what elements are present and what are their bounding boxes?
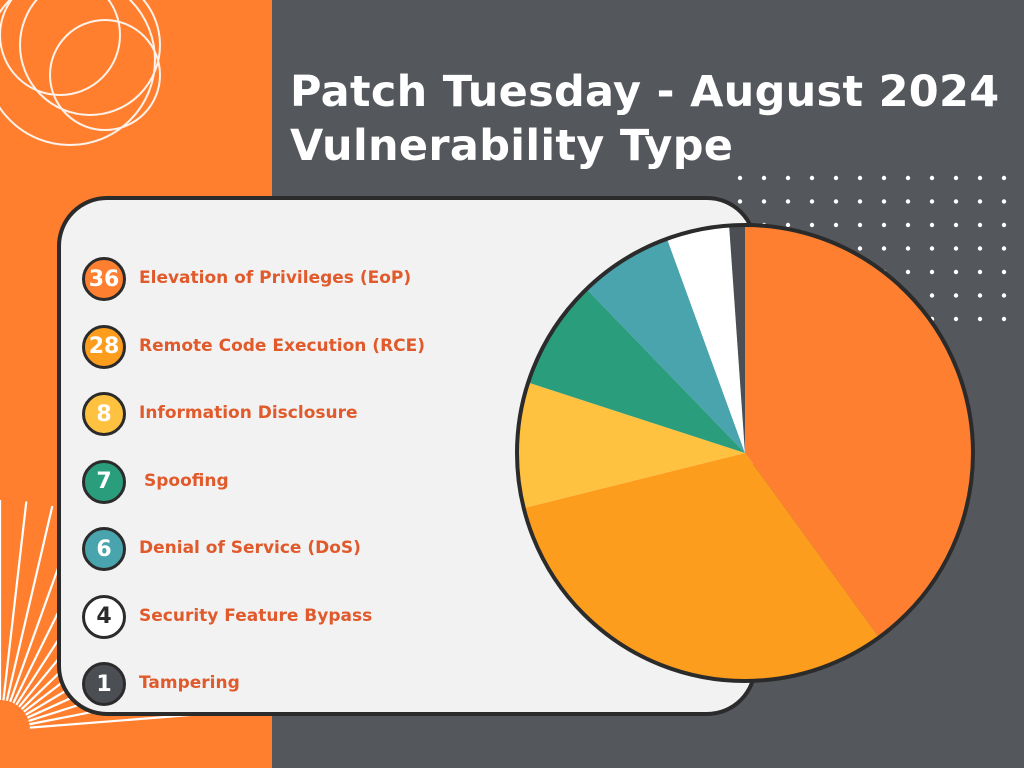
legend-item: 8 Information Disclosure <box>82 392 462 436</box>
sunburst-ray <box>2 501 28 701</box>
dot <box>833 199 839 204</box>
dot <box>857 222 863 228</box>
dot <box>953 293 959 298</box>
dot <box>785 199 791 204</box>
dot <box>785 222 791 228</box>
dot <box>953 269 959 275</box>
dot <box>953 175 959 181</box>
dot <box>785 175 791 181</box>
dot <box>953 246 959 251</box>
dot <box>905 269 911 275</box>
dot <box>977 199 983 204</box>
dot <box>761 175 767 181</box>
legend-count-badge: 36 <box>82 257 126 301</box>
dot <box>905 246 911 251</box>
dot <box>809 175 815 181</box>
dot <box>833 175 839 181</box>
dot <box>737 199 743 204</box>
dot <box>929 269 935 275</box>
dot <box>1001 222 1007 228</box>
dot <box>1001 199 1007 204</box>
dot <box>857 246 863 251</box>
pie-slice-6 <box>667 225 745 453</box>
dot <box>977 293 983 298</box>
legend-item: 1 Tampering <box>82 662 462 706</box>
dot <box>977 222 983 228</box>
page-title-line-2: Vulnerability Type <box>290 121 734 171</box>
dot <box>881 175 887 181</box>
dot <box>929 222 935 228</box>
legend-label: Denial of Service (DoS) <box>139 538 361 558</box>
dot <box>977 175 983 181</box>
dot <box>905 222 911 228</box>
legend-count-badge: 6 <box>82 527 126 571</box>
legend-item: 4 Security Feature Bypass <box>82 594 462 639</box>
dot <box>881 246 887 251</box>
concentric-rings-decoration <box>0 0 161 146</box>
pie-slice-1 <box>745 225 973 638</box>
legend-item: 7 Spoofing <box>82 459 462 504</box>
dot <box>929 293 935 298</box>
dot <box>905 175 911 181</box>
pie-slice-5 <box>586 238 745 453</box>
dot <box>761 199 767 204</box>
dot <box>737 175 743 181</box>
dot <box>977 269 983 275</box>
dot <box>905 199 911 204</box>
legend-label: Security Feature Bypass <box>139 605 373 626</box>
page-title-line-1: Patch Tuesday - August 2024 <box>290 67 1000 117</box>
legend-count-badge: 4 <box>82 594 126 639</box>
legend-label: Tampering <box>139 673 240 693</box>
dot <box>1001 293 1007 298</box>
dot <box>881 222 887 228</box>
dot <box>977 316 983 322</box>
pie-slice-3 <box>517 382 745 509</box>
dot <box>881 199 887 204</box>
legend-count-badge: 1 <box>82 662 126 706</box>
dot <box>953 316 959 322</box>
legend-item: 36 Elevation of Privileges (EoP) <box>82 257 462 301</box>
pie-slice-4 <box>528 288 745 453</box>
dot <box>857 199 863 204</box>
pie-outline <box>515 223 975 683</box>
dot <box>929 175 935 181</box>
dot <box>1001 316 1007 322</box>
legend-count-badge: 28 <box>82 324 126 369</box>
dot <box>809 222 815 228</box>
dot <box>953 199 959 204</box>
dot <box>1001 175 1007 181</box>
legend-label: Remote Code Execution (RCE) <box>139 335 426 356</box>
legend-label: Elevation of Privileges (EoP) <box>139 268 412 288</box>
legend-label: Information Disclosure <box>139 403 358 423</box>
dot <box>929 246 935 251</box>
pie-slice-2 <box>523 453 880 681</box>
dot <box>1001 246 1007 251</box>
dot <box>929 199 935 204</box>
dot <box>857 175 863 181</box>
sunburst-ray <box>5 505 54 702</box>
dot <box>977 246 983 251</box>
legend-label: Spoofing <box>144 470 229 491</box>
dot <box>1001 269 1007 275</box>
legend-item: 28 Remote Code Execution (RCE) <box>82 324 462 369</box>
dot <box>953 222 959 228</box>
legend-item: 6 Denial of Service (DoS) <box>82 527 462 571</box>
legend-count-badge: 7 <box>82 459 126 504</box>
dot <box>809 199 815 204</box>
legend-count-badge: 8 <box>82 392 126 436</box>
dot <box>833 222 839 228</box>
pie-slice-7 <box>729 225 745 453</box>
